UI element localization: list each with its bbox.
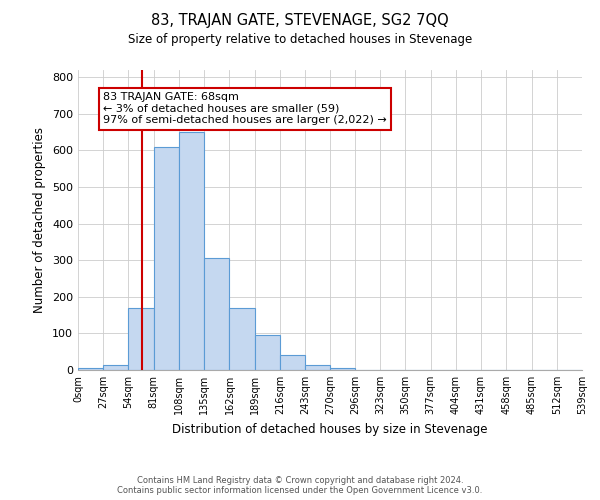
- Bar: [154, 147, 179, 370]
- Text: 83, TRAJAN GATE, STEVENAGE, SG2 7QQ: 83, TRAJAN GATE, STEVENAGE, SG2 7QQ: [151, 12, 449, 28]
- Bar: [204, 258, 229, 370]
- Bar: [128, 308, 154, 370]
- Y-axis label: Number of detached properties: Number of detached properties: [34, 127, 46, 313]
- Bar: [78, 368, 103, 370]
- Text: 83 TRAJAN GATE: 68sqm
← 3% of detached houses are smaller (59)
97% of semi-detac: 83 TRAJAN GATE: 68sqm ← 3% of detached h…: [103, 92, 387, 125]
- Bar: [331, 368, 355, 370]
- Bar: [179, 132, 204, 370]
- Bar: [280, 356, 305, 370]
- X-axis label: Distribution of detached houses by size in Stevenage: Distribution of detached houses by size …: [172, 422, 488, 436]
- Bar: [229, 308, 255, 370]
- Bar: [305, 365, 331, 370]
- Text: Size of property relative to detached houses in Stevenage: Size of property relative to detached ho…: [128, 32, 472, 46]
- Bar: [103, 364, 128, 370]
- Bar: [255, 334, 280, 370]
- Text: Contains HM Land Registry data © Crown copyright and database right 2024.
Contai: Contains HM Land Registry data © Crown c…: [118, 476, 482, 495]
